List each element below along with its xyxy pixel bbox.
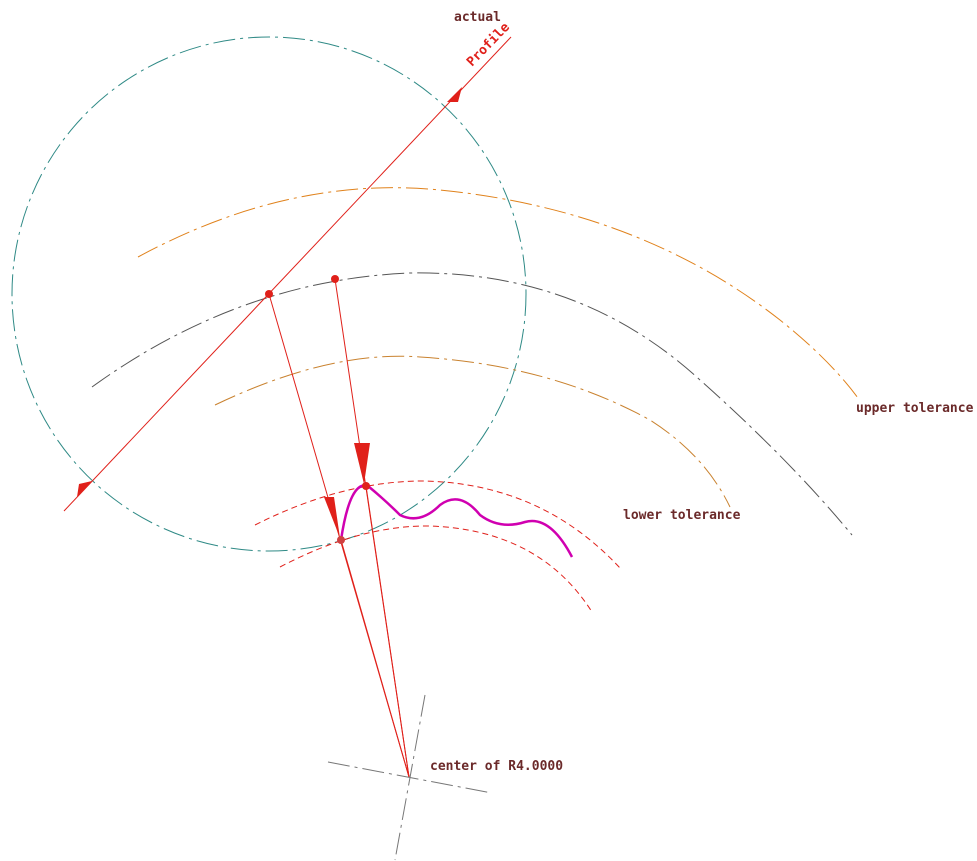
label-center: center of R4.0000 — [430, 759, 563, 774]
radial-line-3 — [340, 539, 410, 778]
label-actual: actual — [454, 10, 501, 25]
point-profile-intersection — [265, 290, 273, 298]
actual-profile-curve — [339, 484, 574, 558]
profile-line — [63, 36, 512, 512]
label-upper-tolerance: upper tolerance — [856, 401, 974, 416]
arrowhead-1 — [324, 497, 340, 538]
center-line-b — [394, 694, 426, 861]
lower-tolerance-arc — [214, 355, 731, 508]
large-circle — [11, 36, 527, 552]
arrowhead-2 — [354, 443, 370, 484]
point-actual-low — [337, 536, 345, 544]
point-actual-top — [362, 482, 370, 490]
profile-arrow-bottom — [77, 481, 92, 497]
zone-upper-dashed-arc — [254, 480, 621, 569]
upper-tolerance-arc — [137, 187, 859, 399]
label-lower-tolerance: lower tolerance — [623, 508, 741, 523]
radial-line-4 — [365, 485, 410, 778]
point-nominal — [331, 275, 339, 283]
label-profile: Profile — [464, 20, 513, 70]
nominal-arc — [91, 272, 853, 536]
zone-lower-dashed-arc — [279, 525, 593, 613]
profile-arrow-top — [447, 87, 462, 102]
